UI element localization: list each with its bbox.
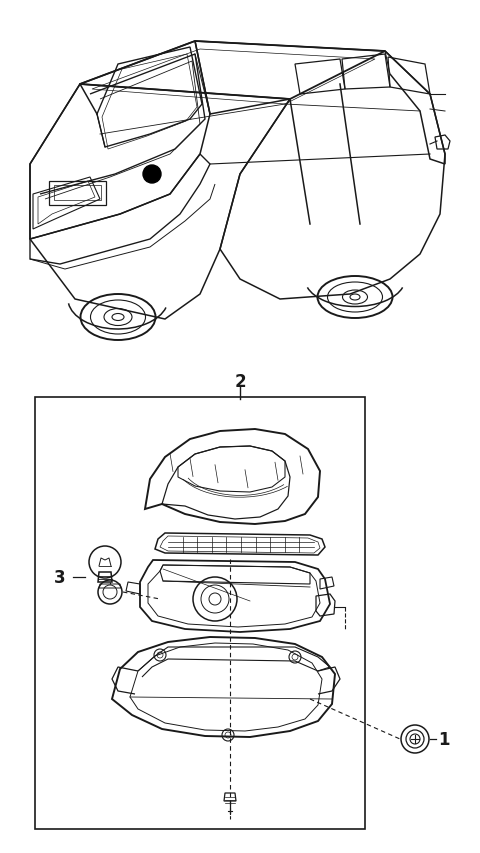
Text: 2: 2	[234, 373, 246, 391]
Circle shape	[143, 165, 161, 183]
Text: 1: 1	[438, 730, 449, 748]
Text: 3: 3	[54, 568, 66, 586]
